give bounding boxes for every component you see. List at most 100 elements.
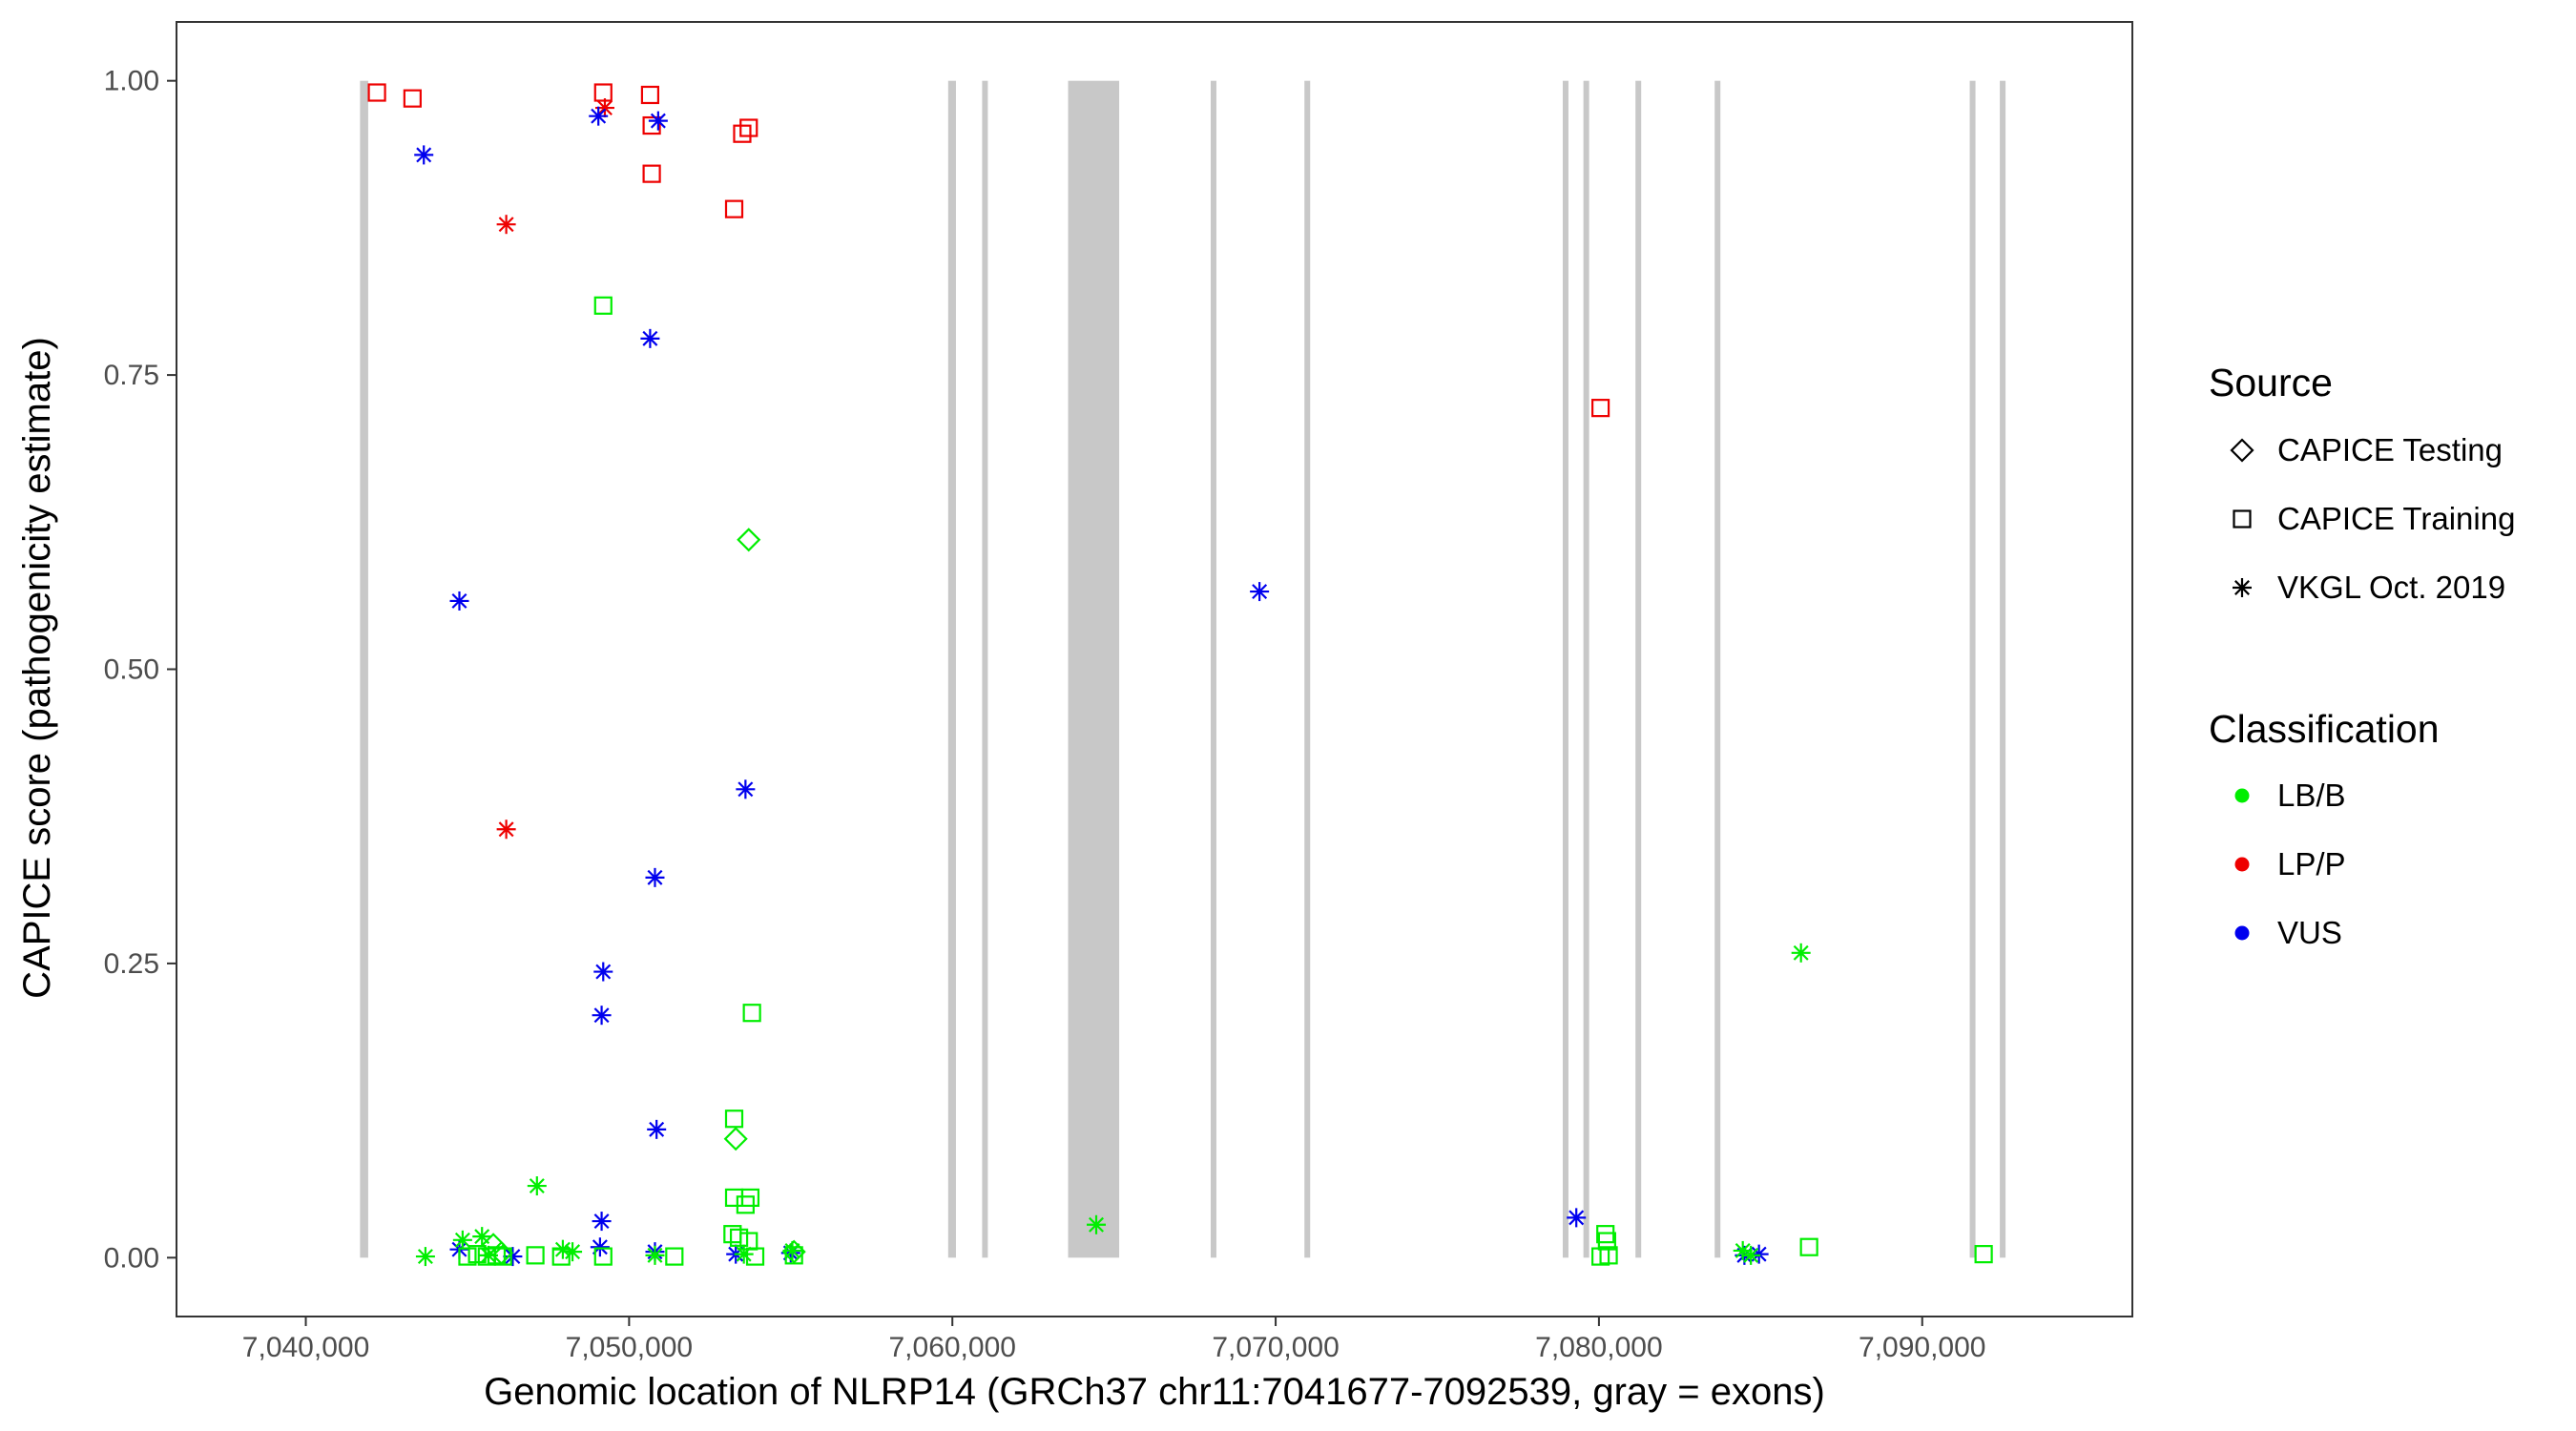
data-point <box>642 164 661 183</box>
data-point <box>367 83 386 102</box>
data-point <box>592 1212 612 1232</box>
legend-source-label: CAPICE Training <box>2277 501 2515 536</box>
square-marker-shape <box>1974 1245 1993 1264</box>
data-point <box>645 867 665 887</box>
asterisk-marker-stroke <box>595 964 612 980</box>
x-tick-label: 7,090,000 <box>1859 1332 1985 1363</box>
data-point <box>737 528 761 552</box>
data-point <box>590 1237 610 1257</box>
data-point <box>593 1247 613 1266</box>
square-marker-shape <box>640 85 660 105</box>
asterisk-marker-stroke <box>565 1244 581 1260</box>
data-point <box>527 1176 547 1196</box>
data-point <box>563 1242 583 1262</box>
y-tick-label: 1.00 <box>104 66 159 97</box>
legend-class-item: LB/B <box>2234 778 2346 813</box>
square-marker-shape <box>367 83 386 102</box>
data-point <box>467 1245 487 1264</box>
data-point <box>414 145 434 165</box>
diamond-marker-shape <box>723 1127 748 1151</box>
asterisk-marker-stroke <box>784 1242 800 1258</box>
data-point <box>478 1245 498 1265</box>
data-point <box>647 1119 667 1139</box>
data-point <box>449 591 469 611</box>
exon-band <box>1969 80 1976 1258</box>
legend: Source CAPICE Testing CAPICE Training VKGL… <box>2209 361 2515 950</box>
data-point <box>593 83 613 102</box>
legend-class-label: LP/P <box>2277 846 2346 881</box>
asterisk-marker-stroke <box>481 1247 496 1263</box>
exon-band <box>1562 80 1568 1258</box>
data-point <box>733 124 752 143</box>
square-marker-shape <box>593 1247 613 1266</box>
asterisk-marker-stroke <box>417 1249 433 1265</box>
square-marker-shape <box>403 89 422 108</box>
exon-band <box>947 80 956 1258</box>
data-point <box>1087 1214 1107 1234</box>
square-marker-shape <box>724 1110 744 1129</box>
data-point <box>452 1230 472 1250</box>
data-point <box>1799 1237 1818 1256</box>
square-marker-shape <box>742 1004 761 1023</box>
asterisk-marker-stroke <box>505 1249 521 1265</box>
data-point <box>472 1227 492 1247</box>
data-point <box>642 115 661 135</box>
asterisk-marker-stroke <box>1743 1247 1759 1263</box>
x-axis: 7,040,000 7,050,000 7,060,000 7,070,000 7,08… <box>242 1317 1985 1363</box>
asterisk-marker-stroke <box>1089 1216 1104 1233</box>
data-point <box>503 1247 523 1267</box>
data-point <box>1791 943 1811 963</box>
legend-class-label: VUS <box>2277 915 2342 950</box>
legend-title-source: Source <box>2209 361 2333 404</box>
exon-band <box>982 80 988 1258</box>
legend-asterisk-icon <box>2233 578 2252 597</box>
asterisk-marker-stroke <box>649 1121 665 1137</box>
legend-source-items: CAPICE Testing CAPICE Training VKGL Oct. 2… <box>2230 432 2515 605</box>
legend-source-label: VKGL Oct. 2019 <box>2277 570 2505 605</box>
legend-dot-icon <box>2234 788 2250 803</box>
exon-band <box>360 80 368 1258</box>
asterisk-marker-stroke <box>593 1007 610 1024</box>
data-point <box>526 1246 545 1265</box>
asterisk-marker-stroke <box>596 100 613 116</box>
y-tick-label: 0.25 <box>104 948 159 980</box>
exon-band <box>1635 80 1642 1258</box>
legend-source-item: CAPICE Training <box>2233 501 2515 536</box>
asterisk-marker-stroke <box>416 147 432 163</box>
asterisk-marker-stroke <box>474 1229 490 1245</box>
data-point <box>593 296 613 315</box>
data-point <box>1250 582 1270 602</box>
legend-class-label: LB/B <box>2277 778 2346 813</box>
data-point <box>1974 1245 1993 1264</box>
y-tick-label: 0.50 <box>104 654 159 686</box>
diamond-marker-shape <box>781 1239 806 1264</box>
asterisk-marker-stroke <box>591 108 607 124</box>
data-point <box>1591 399 1610 418</box>
square-marker-shape <box>1599 1246 1618 1265</box>
exon-band <box>1304 80 1311 1258</box>
square-marker-shape <box>736 1195 755 1214</box>
data-point <box>640 85 660 105</box>
data-point <box>736 1195 755 1214</box>
square-marker-shape <box>1591 399 1610 418</box>
asterisk-marker-stroke <box>642 330 658 346</box>
data-point <box>1741 1245 1761 1265</box>
point-layer <box>367 83 1993 1267</box>
data-point <box>645 1245 665 1265</box>
square-marker-shape <box>733 124 752 143</box>
square-marker-shape <box>642 164 661 183</box>
x-tick-label: 7,060,000 <box>888 1332 1015 1363</box>
y-tick-label: 0.00 <box>104 1242 159 1274</box>
legend-square-icon <box>2233 509 2252 529</box>
asterisk-marker-stroke <box>647 1247 663 1263</box>
legend-dot-icon <box>2234 857 2250 872</box>
data-point <box>403 89 422 108</box>
legend-diamond-icon <box>2230 438 2254 463</box>
data-point <box>724 1110 744 1129</box>
asterisk-marker-stroke <box>498 821 514 838</box>
asterisk-marker-stroke <box>451 592 467 609</box>
data-point <box>782 1240 802 1260</box>
asterisk-marker-stroke <box>647 869 663 885</box>
